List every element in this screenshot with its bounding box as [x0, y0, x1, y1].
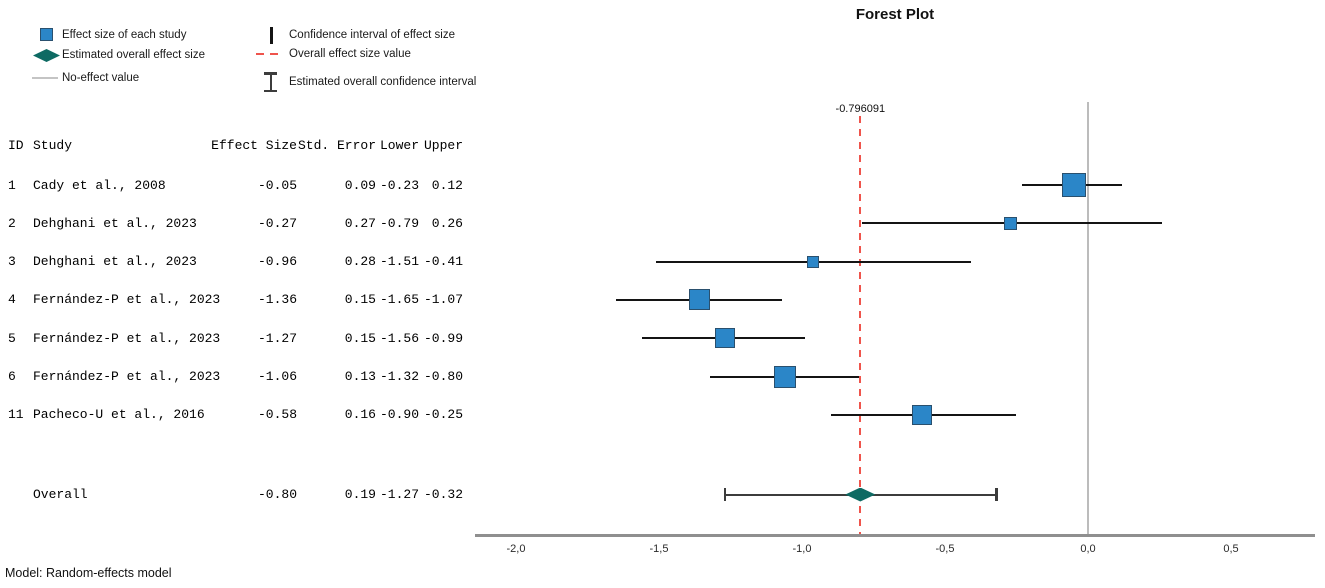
ibeam-icon — [264, 72, 277, 92]
table-row-cell-study: Dehghani et al., 2023 — [33, 215, 197, 231]
table-row-cell-id: 11 — [8, 407, 24, 423]
chart-title: Forest Plot — [855, 6, 935, 23]
overall-ci-cap — [723, 488, 727, 501]
table-row-cell-std-error: 0.15 — [344, 330, 376, 346]
x-tick-label: -1,5 — [649, 543, 669, 555]
table-row-cell-effect: -0.27 — [257, 215, 297, 231]
table-row-cell-id: 6 — [8, 369, 16, 384]
table-row-cell-effect: -1.36 — [257, 292, 297, 308]
table-row-cell-std-error: 0.16 — [344, 407, 376, 423]
table-row-cell-lower: -0.90 — [379, 407, 419, 423]
table-row-cell-effect: -0.96 — [257, 254, 297, 270]
table-row-cell-effect: -1.27 — [257, 330, 297, 346]
overall-effect-value-label: -0.796091 — [835, 103, 886, 115]
legend-label-overall-effect: Estimated overall effect size — [62, 49, 205, 61]
table-row-cell-upper: -0.80 — [423, 369, 463, 384]
table-row-cell-std-error: 0.09 — [344, 177, 376, 193]
table-header-id: ID — [8, 138, 24, 153]
table-row-cell-lower: -1.65 — [379, 292, 419, 308]
table-row-cell-id: 2 — [8, 215, 16, 231]
x-axis-line — [475, 534, 1315, 537]
table-row-cell-lower: -1.56 — [379, 330, 419, 346]
table-row-cell-upper: -0.25 — [423, 407, 463, 423]
study-marker — [1061, 173, 1086, 197]
table-row-cell-effect: -1.06 — [257, 369, 297, 384]
study-marker — [688, 289, 710, 311]
table-header-study: Study — [33, 138, 73, 153]
overall-diamond-marker — [845, 487, 876, 502]
table-row-cell-study: Pacheco-U et al., 2016 — [33, 407, 205, 423]
table-row-cell-upper: 0.12 — [431, 177, 463, 193]
table-row-cell-std-error: 0.28 — [344, 254, 376, 270]
x-tick-label: -0,5 — [935, 543, 955, 555]
table-row-cell-id: 1 — [8, 177, 16, 193]
model-note: Model: Random-effects model — [5, 566, 172, 580]
table-row-cell-study: Dehghani et al., 2023 — [33, 254, 197, 270]
table-row-cell-upper: -0.99 — [423, 330, 463, 346]
table-row-cell-lower: -0.23 — [379, 177, 419, 193]
table-row-cell-effect: -0.58 — [257, 407, 297, 423]
table-row-cell-std-error: 0.27 — [344, 215, 376, 231]
ibeam-bottom-cap — [264, 89, 277, 92]
table-row-cell-id: 5 — [8, 330, 16, 346]
table-header-lower: Lower — [379, 138, 419, 153]
table-row-overall-cell-upper: -0.32 — [423, 487, 463, 502]
legend-label-ci: Confidence interval of effect size — [289, 29, 455, 41]
table-row-cell-upper: 0.26 — [431, 215, 463, 231]
table-row-overall-cell-effect: -0.80 — [257, 487, 297, 502]
table-row-cell-study: Fernández-P et al., 2023 — [33, 369, 221, 384]
study-marker — [807, 255, 820, 268]
table-row-cell-std-error: 0.13 — [344, 369, 376, 384]
red-dash-icon — [256, 53, 283, 55]
table-row-cell-std-error: 0.15 — [344, 292, 376, 308]
x-tick-label: 0,5 — [1223, 543, 1239, 555]
legend-label-overall-value: Overall effect size value — [289, 48, 411, 60]
legend-label-no-effect: No-effect value — [62, 72, 140, 84]
table-row-cell-lower: -0.79 — [379, 215, 419, 231]
legend-label-overall-ci: Estimated overall confidence interval — [289, 76, 477, 88]
x-tick-label: -2,0 — [506, 543, 526, 555]
study-square-icon — [40, 28, 53, 41]
table-row-cell-study: Cady et al., 2008 — [33, 177, 166, 193]
overall-ci-cap — [995, 488, 998, 501]
x-tick-label: 0,0 — [1080, 543, 1096, 555]
table-row-cell-upper: -1.07 — [423, 292, 463, 308]
table-row-overall-cell-study: Overall — [33, 487, 88, 502]
table-row-cell-study: Fernández-P et al., 2023 — [33, 330, 221, 346]
no-effect-line — [1087, 102, 1089, 534]
ibeam-stem — [269, 72, 272, 92]
overall-effect-line — [859, 116, 862, 534]
study-marker — [912, 404, 933, 425]
table-row-cell-lower: -1.32 — [379, 369, 419, 384]
table-row-cell-lower: -1.51 — [379, 254, 419, 270]
overall-diamond-icon — [33, 49, 60, 62]
study-marker — [714, 328, 735, 349]
study-marker — [1004, 216, 1018, 230]
legend-label-effect-size: Effect size of each study — [62, 29, 187, 41]
table-row-cell-id: 3 — [8, 254, 16, 270]
table-header-effect: Effect Size — [211, 138, 297, 153]
table-row-overall-cell-std-error: 0.19 — [344, 487, 376, 502]
table-row-cell-effect: -0.05 — [257, 177, 297, 193]
table-row-cell-study: Fernández-P et al., 2023 — [33, 292, 221, 308]
table-row-cell-id: 4 — [8, 292, 16, 308]
study-marker — [773, 365, 796, 388]
table-header-upper: Upper — [423, 138, 463, 153]
table-row-overall-cell-lower: -1.27 — [379, 487, 419, 502]
x-tick-label: -1,0 — [792, 543, 812, 555]
table-header-std: Std. Error — [297, 138, 376, 153]
table-row-cell-upper: -0.41 — [423, 254, 463, 270]
no-effect-line-icon — [32, 77, 58, 79]
ci-bar-icon — [270, 27, 273, 44]
